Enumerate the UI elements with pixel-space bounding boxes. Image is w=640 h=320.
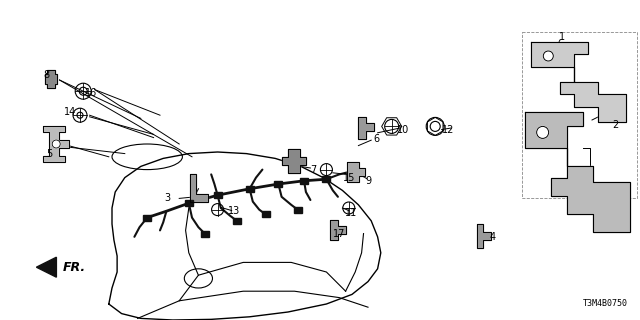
Text: 6: 6 bbox=[373, 134, 380, 144]
Bar bbox=[201, 231, 209, 236]
Circle shape bbox=[543, 51, 554, 61]
Text: 5: 5 bbox=[46, 148, 52, 159]
Polygon shape bbox=[525, 112, 630, 232]
Text: 13: 13 bbox=[227, 206, 240, 216]
Text: 3: 3 bbox=[164, 193, 171, 204]
Circle shape bbox=[537, 126, 548, 138]
Bar bbox=[246, 186, 253, 192]
Text: 10: 10 bbox=[397, 124, 410, 135]
Polygon shape bbox=[44, 126, 69, 162]
Bar bbox=[214, 192, 221, 198]
Circle shape bbox=[52, 140, 60, 148]
Polygon shape bbox=[477, 224, 491, 248]
Text: 7: 7 bbox=[310, 164, 317, 175]
Text: 14: 14 bbox=[64, 107, 77, 117]
Text: 2: 2 bbox=[612, 120, 619, 130]
Text: FR.: FR. bbox=[63, 261, 86, 274]
Polygon shape bbox=[348, 163, 365, 182]
Polygon shape bbox=[531, 42, 626, 122]
Bar bbox=[294, 207, 301, 212]
Bar bbox=[275, 181, 282, 187]
Text: 11: 11 bbox=[344, 208, 357, 218]
Text: 15: 15 bbox=[342, 172, 355, 183]
Bar bbox=[143, 215, 151, 220]
Bar bbox=[185, 200, 193, 206]
Text: 8: 8 bbox=[44, 70, 50, 80]
Bar bbox=[262, 212, 269, 217]
Text: 17: 17 bbox=[333, 228, 346, 239]
Bar bbox=[233, 218, 241, 224]
Text: 12: 12 bbox=[442, 124, 454, 135]
Text: 1: 1 bbox=[559, 32, 565, 42]
Bar bbox=[300, 178, 308, 184]
Bar bbox=[323, 176, 330, 182]
Text: 16: 16 bbox=[85, 88, 98, 98]
Polygon shape bbox=[330, 220, 346, 240]
Text: 4: 4 bbox=[490, 232, 496, 242]
Polygon shape bbox=[45, 69, 57, 88]
Text: T3M4B0750: T3M4B0750 bbox=[583, 299, 628, 308]
Polygon shape bbox=[190, 174, 208, 203]
Polygon shape bbox=[282, 149, 307, 173]
Polygon shape bbox=[36, 257, 56, 277]
Polygon shape bbox=[358, 117, 374, 139]
Text: 9: 9 bbox=[365, 176, 371, 186]
